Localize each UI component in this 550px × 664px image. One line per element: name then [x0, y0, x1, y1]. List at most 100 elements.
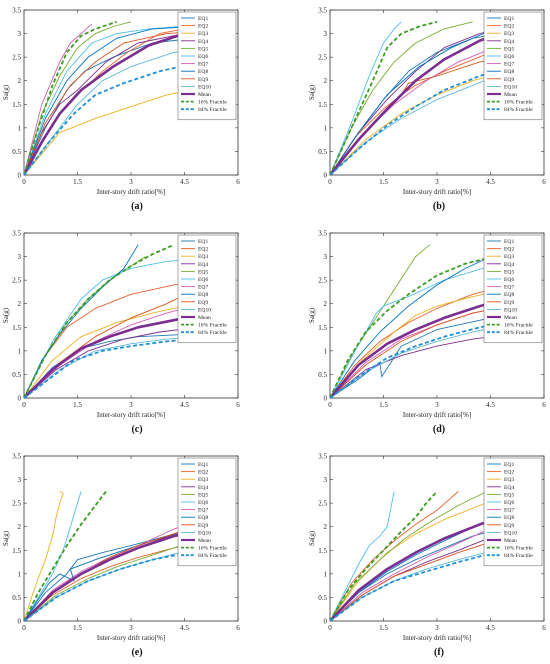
y-tick-label: 0 [324, 618, 328, 626]
y-tick-label: 0 [324, 172, 328, 180]
legend-label: EQ9 [504, 523, 514, 529]
legend-label: 84% Fractile [504, 330, 533, 336]
legend-label: EQ6 [198, 54, 208, 60]
series-line-eq5 [330, 21, 473, 175]
legend-label: EQ1 [504, 239, 514, 245]
legend-label: EQ5 [504, 269, 514, 275]
x-axis-label: Inter-story drift ratio[%] [403, 411, 471, 419]
legend-label: EQ4 [504, 485, 514, 491]
legend-label: EQ5 [504, 492, 514, 498]
y-tick-label: 3.5 [318, 230, 327, 238]
y-tick-label: 2.5 [318, 54, 327, 62]
legend-label: 16% Fractile [504, 100, 533, 106]
y-axis-label: Sa(g) [308, 84, 316, 100]
y-tick-label: 2 [18, 300, 22, 308]
legend-label: EQ8 [504, 292, 514, 298]
series-line-eq6 [330, 491, 395, 621]
legend-label: 16% Fractile [504, 323, 533, 329]
chart-panel-3: 0 1.5 3 4.5 6 0 0.5 1 1.5 2 2.5 3 3.5 Inter-story dri… [2, 230, 240, 436]
legend-label: EQ2 [504, 24, 514, 30]
chart-panel-5: 0 1.5 3 4.5 6 0 0.5 1 1.5 2 2.5 3 3.5 Inter-story dri… [2, 453, 240, 659]
x-tick-label: 1.5 [73, 178, 82, 186]
x-axis-label: Inter-story drift ratio[%] [403, 634, 471, 642]
legend-label: EQ2 [504, 247, 514, 253]
y-tick-label: 3 [324, 476, 328, 484]
legend-label: EQ8 [504, 515, 514, 521]
legend-label: EQ8 [198, 292, 208, 298]
x-tick-label: 1.5 [73, 624, 82, 632]
y-tick-label: 3.5 [318, 453, 327, 461]
legend-label: 16% Fractile [198, 546, 227, 552]
x-tick-label: 3 [435, 624, 439, 632]
legend-label: EQ6 [198, 277, 208, 283]
legend-label: EQ6 [198, 500, 208, 506]
legend-label: EQ10 [504, 530, 517, 536]
y-tick-label: 3.5 [12, 230, 21, 238]
legend-label: 84% Fractile [198, 330, 227, 336]
y-tick-label: 1.5 [12, 547, 21, 555]
y-tick-label: 0.5 [12, 371, 21, 379]
legend-label: EQ10 [504, 307, 517, 313]
x-axis-label: Inter-story drift ratio[%] [97, 188, 165, 196]
y-tick-label: 1 [324, 570, 328, 578]
x-tick-label: 0 [328, 178, 332, 186]
legend-label: EQ2 [504, 470, 514, 476]
series-line-eq6 [24, 256, 235, 398]
series-line-84-fractile [330, 58, 541, 175]
legend-label: Mean [504, 538, 517, 544]
legend-label: EQ9 [198, 300, 208, 306]
series-line-eq8 [330, 256, 491, 398]
x-tick-label: 1.5 [379, 178, 388, 186]
legend-label: EQ7 [198, 508, 208, 514]
legend-label: EQ5 [198, 492, 208, 498]
legend-label: EQ4 [198, 262, 208, 268]
x-tick-label: 6 [236, 401, 240, 409]
series-line-eq8 [330, 23, 520, 175]
legend-label: EQ8 [504, 69, 514, 75]
y-axis-label: Sa(g) [308, 530, 316, 546]
x-tick-label: 6 [542, 401, 546, 409]
legend-label: EQ6 [504, 277, 514, 283]
x-tick-label: 3 [129, 401, 133, 409]
legend-label: 84% Fractile [198, 553, 227, 559]
y-axis-label: Sa(g) [308, 307, 316, 323]
legend-label: EQ7 [198, 285, 208, 291]
y-axis-label: Sa(g) [2, 530, 10, 546]
legend-label: EQ4 [198, 39, 208, 45]
legend-label: Mean [198, 315, 211, 321]
legend-label: EQ3 [198, 254, 208, 260]
x-tick-label: 4.5 [486, 178, 495, 186]
legend-label: EQ4 [198, 485, 208, 491]
series-line-16-fractile [24, 490, 107, 621]
x-tick-label: 6 [542, 178, 546, 186]
legend-label: EQ2 [198, 247, 208, 253]
y-tick-label: 1 [18, 347, 22, 355]
x-tick-label: 1.5 [379, 401, 388, 409]
x-axis-label: Inter-story drift ratio[%] [403, 188, 471, 196]
legend-label: 84% Fractile [504, 553, 533, 559]
y-tick-label: 1.5 [318, 547, 327, 555]
y-tick-label: 0 [324, 395, 328, 403]
y-tick-label: 1.5 [318, 324, 327, 332]
legend-label: EQ3 [504, 477, 514, 483]
y-tick-label: 3 [18, 253, 22, 261]
y-tick-label: 3 [324, 253, 328, 261]
x-tick-label: 4.5 [486, 624, 495, 632]
y-tick-label: 2.5 [318, 277, 327, 285]
y-tick-label: 2 [18, 77, 22, 85]
legend-label: EQ1 [198, 462, 208, 468]
x-tick-label: 0 [22, 401, 26, 409]
legend-label: EQ7 [198, 62, 208, 68]
x-tick-label: 3 [435, 178, 439, 186]
panel-label: (d) [433, 424, 445, 435]
legend-label: EQ1 [198, 16, 208, 22]
y-tick-label: 0.5 [12, 148, 21, 156]
series-line-eq5 [330, 490, 488, 621]
y-tick-label: 3 [324, 30, 328, 38]
y-tick-label: 0.5 [318, 594, 327, 602]
